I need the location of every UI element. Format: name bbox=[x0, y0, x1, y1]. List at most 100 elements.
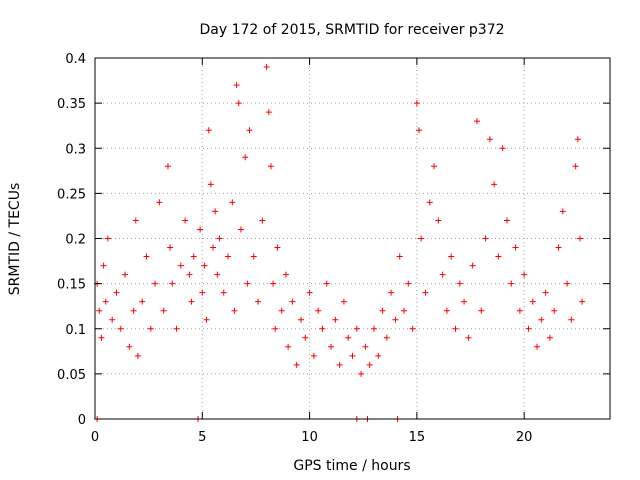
data-point bbox=[285, 343, 292, 350]
data-point bbox=[233, 82, 240, 89]
data-point bbox=[362, 343, 369, 350]
data-point bbox=[214, 271, 221, 278]
data-point bbox=[426, 199, 433, 206]
y-tick-label: 0.1 bbox=[65, 323, 86, 338]
data-point bbox=[538, 316, 545, 323]
data-point bbox=[164, 163, 171, 170]
data-point bbox=[270, 280, 277, 287]
data-point bbox=[212, 208, 219, 215]
data-point bbox=[225, 253, 232, 260]
data-point bbox=[306, 289, 313, 296]
data-point bbox=[272, 325, 279, 332]
data-point bbox=[572, 163, 579, 170]
data-point bbox=[231, 307, 238, 314]
data-point bbox=[375, 352, 382, 359]
data-point bbox=[448, 253, 455, 260]
data-point bbox=[340, 298, 347, 305]
data-point bbox=[98, 334, 105, 341]
axis-ticks: 0 0.05 0.1 0.15 0.2 0.25 0.3 0.35 0.4 0 5 10 15 20 bbox=[57, 52, 610, 445]
data-point bbox=[310, 352, 317, 359]
data-point bbox=[568, 316, 575, 323]
data-point bbox=[469, 262, 476, 269]
data-point bbox=[392, 316, 399, 323]
data-point bbox=[576, 235, 583, 242]
data-point bbox=[289, 298, 296, 305]
data-point bbox=[559, 208, 566, 215]
data-point bbox=[435, 217, 442, 224]
data-point bbox=[383, 334, 390, 341]
data-point bbox=[267, 163, 274, 170]
data-point bbox=[298, 316, 304, 323]
data-point bbox=[579, 298, 586, 305]
y-tick-label: 0.25 bbox=[57, 187, 86, 202]
data-point bbox=[551, 307, 558, 314]
data-point bbox=[156, 199, 163, 206]
data-point bbox=[173, 325, 180, 332]
data-point bbox=[349, 352, 356, 359]
data-points bbox=[94, 64, 586, 422]
data-point bbox=[439, 271, 446, 278]
data-point bbox=[190, 253, 197, 260]
data-point bbox=[210, 244, 217, 251]
data-point bbox=[443, 307, 450, 314]
data-point bbox=[109, 316, 116, 323]
data-point bbox=[482, 235, 489, 242]
x-tick-label: 15 bbox=[409, 430, 426, 445]
data-point bbox=[516, 307, 523, 314]
data-point bbox=[370, 325, 377, 332]
data-point bbox=[126, 343, 133, 350]
data-point bbox=[235, 100, 242, 107]
y-tick-label: 0.15 bbox=[57, 278, 86, 293]
data-point bbox=[237, 226, 244, 233]
data-point bbox=[564, 280, 571, 287]
data-point bbox=[521, 271, 528, 278]
data-point bbox=[229, 199, 236, 206]
y-tick-label: 0 bbox=[78, 413, 86, 428]
data-point bbox=[388, 289, 395, 296]
data-point bbox=[100, 262, 107, 269]
data-point bbox=[160, 307, 167, 314]
data-point bbox=[499, 145, 506, 152]
data-point bbox=[122, 271, 129, 278]
data-point bbox=[486, 136, 493, 143]
data-point bbox=[315, 307, 322, 314]
x-axis-label: GPS time / hours bbox=[293, 458, 410, 474]
data-point bbox=[274, 244, 281, 251]
data-point bbox=[328, 343, 335, 350]
data-point bbox=[132, 217, 139, 224]
data-point bbox=[525, 325, 532, 332]
y-tick-label: 0.4 bbox=[65, 52, 86, 67]
data-point bbox=[293, 361, 300, 368]
data-point bbox=[332, 316, 339, 323]
y-tick-label: 0.35 bbox=[57, 97, 86, 112]
data-point bbox=[259, 217, 266, 224]
data-point bbox=[113, 289, 120, 296]
data-point bbox=[177, 262, 184, 269]
data-point bbox=[512, 244, 519, 251]
grid-lines bbox=[95, 58, 610, 419]
data-point bbox=[495, 253, 502, 260]
data-point bbox=[418, 235, 425, 242]
y-axis-label: SRMTID / TECUs bbox=[7, 183, 23, 296]
x-tick-label: 0 bbox=[91, 430, 99, 445]
data-point bbox=[169, 280, 176, 287]
data-point bbox=[461, 298, 468, 305]
data-point bbox=[102, 298, 109, 305]
data-point bbox=[353, 325, 360, 332]
data-point bbox=[508, 280, 515, 287]
data-point bbox=[250, 253, 257, 260]
data-point bbox=[473, 118, 480, 125]
data-point bbox=[413, 100, 420, 107]
data-point bbox=[130, 307, 137, 314]
data-point bbox=[282, 271, 289, 278]
data-point bbox=[534, 343, 541, 350]
data-point bbox=[242, 154, 249, 161]
data-point bbox=[207, 181, 214, 188]
data-point bbox=[422, 289, 429, 296]
data-point bbox=[358, 370, 365, 377]
data-point bbox=[542, 289, 549, 296]
data-point bbox=[431, 163, 438, 170]
data-point bbox=[152, 280, 159, 287]
